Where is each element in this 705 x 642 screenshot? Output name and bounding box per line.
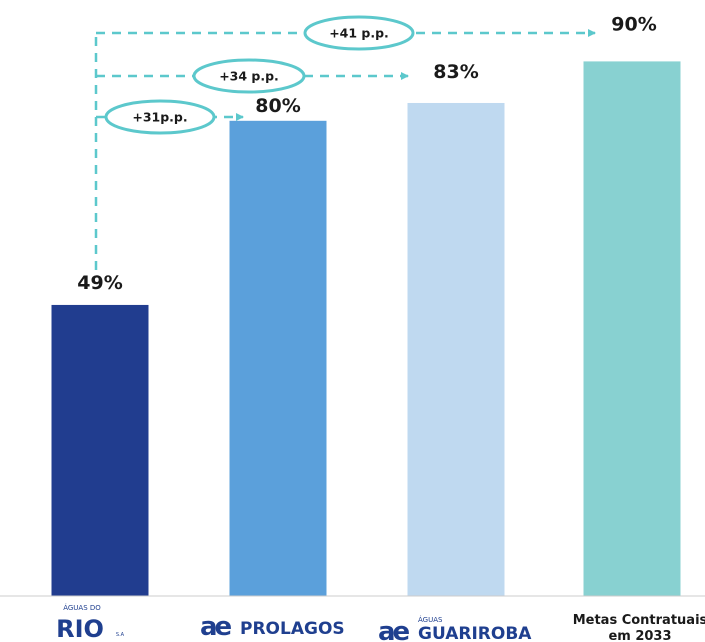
guariroba-name-text: GUARIROBA <box>418 624 532 642</box>
prolagos-logo: ae PROLAGOS <box>200 612 345 642</box>
category-label-metas-line1: Metas Contratuais <box>573 613 705 628</box>
prolagos-mark-icon: ae <box>200 612 232 642</box>
bar-3 <box>407 102 505 596</box>
difference-badge-1 <box>104 99 216 135</box>
bar-1 <box>51 304 149 596</box>
guariroba-logo: ae ÁGUAS GUARIROBA <box>378 615 532 642</box>
bar-2 <box>229 120 327 597</box>
value-label-3: 83% <box>433 61 478 83</box>
aguas-do-rio-logo: ÁGUAS DO RIO S.A <box>56 603 125 642</box>
aguas-do-rio-suffix-text: S.A <box>116 632 125 638</box>
category-label-metas-line2: em 2033 <box>608 629 671 642</box>
value-label-2: 80% <box>255 95 300 117</box>
bar-4 <box>583 61 681 596</box>
difference-badge-3 <box>303 15 415 51</box>
difference-badge-2 <box>192 58 306 94</box>
guariroba-small-text: ÁGUAS <box>418 615 443 624</box>
prolagos-name-text: PROLAGOS <box>240 619 345 639</box>
difference-label-1: +31p.p. <box>132 110 187 125</box>
value-label-1: 49% <box>77 272 122 294</box>
guariroba-mark-icon: ae <box>378 617 410 642</box>
difference-label-2: +34 p.p. <box>219 69 279 84</box>
aguas-do-rio-small-text: ÁGUAS DO <box>63 603 101 612</box>
aguas-do-rio-main-text: RIO <box>56 615 104 642</box>
difference-label-3: +41 p.p. <box>329 26 389 41</box>
value-label-4: 90% <box>611 13 656 35</box>
